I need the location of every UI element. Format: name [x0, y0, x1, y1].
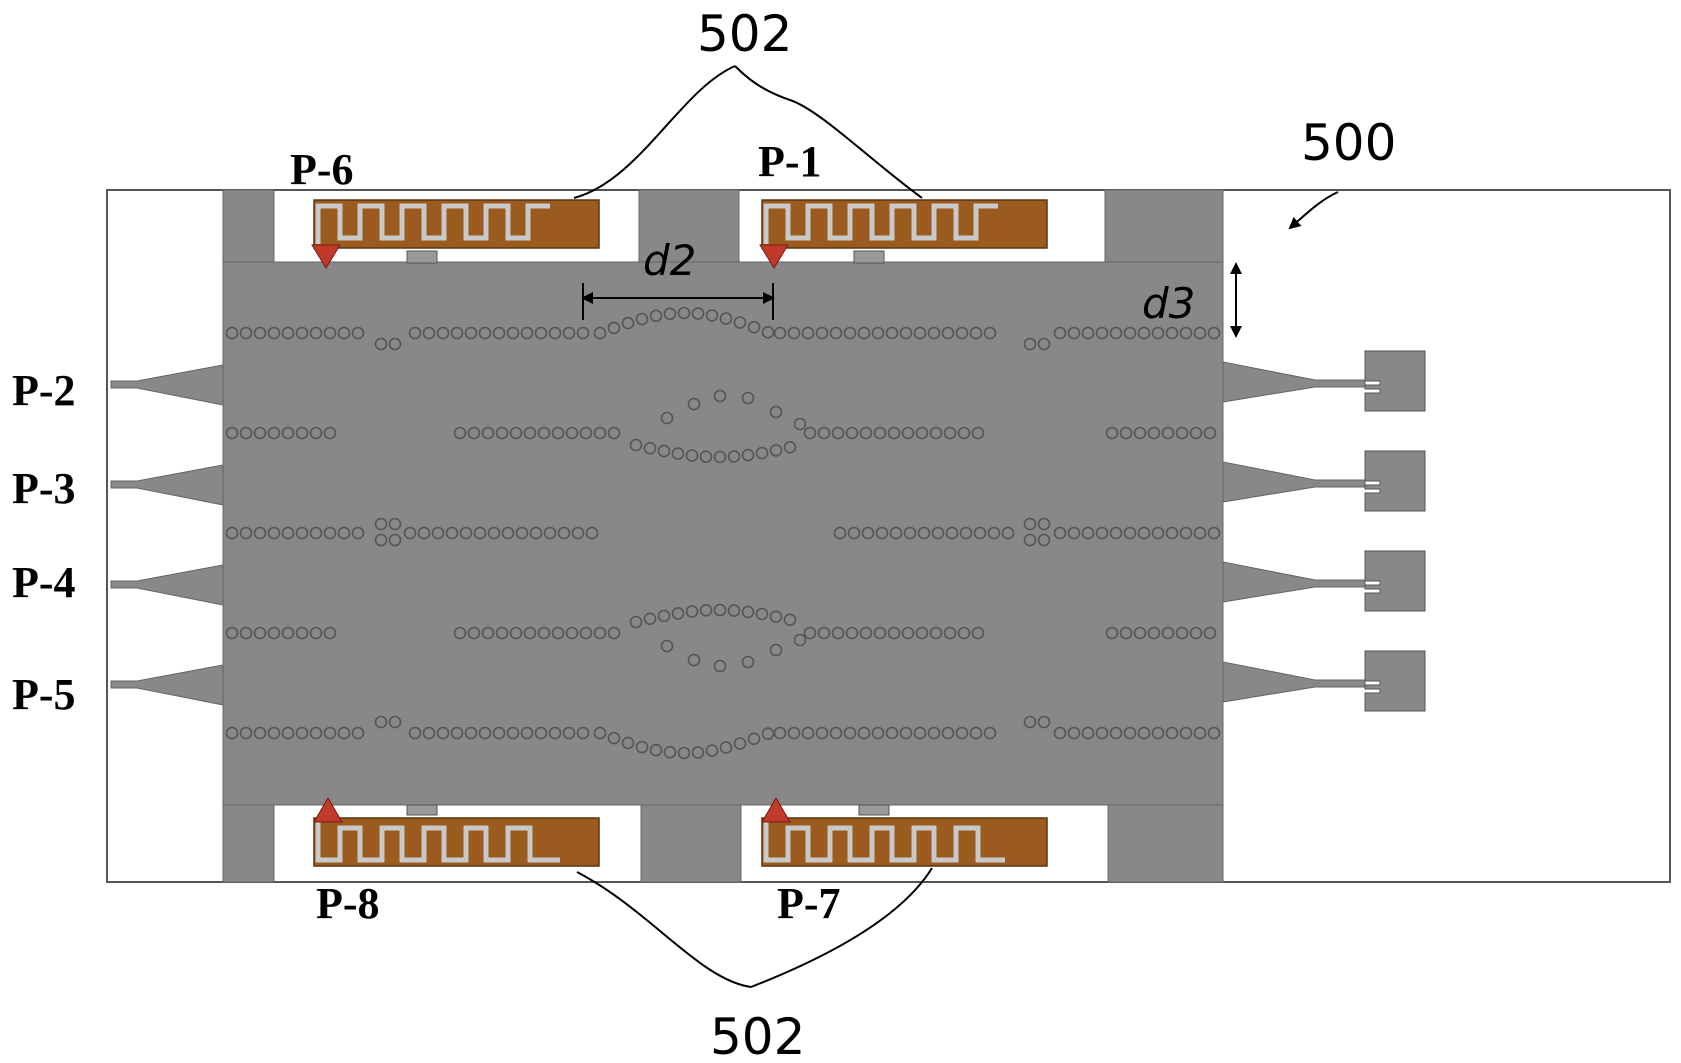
- dimension-label-d2: d2: [643, 236, 696, 285]
- port-label-p7: P-7: [777, 879, 841, 928]
- ref-502-bottom: 502: [710, 1008, 805, 1063]
- antenna-p6: [314, 200, 599, 248]
- ref-500: 500: [1301, 114, 1396, 172]
- port-label-p5: P-5: [12, 670, 76, 719]
- dimension-label-d3: d3: [1142, 279, 1195, 328]
- port-label-p6: P-6: [290, 145, 354, 194]
- antenna-p8: [314, 818, 599, 866]
- port-label-p2: P-2: [12, 366, 76, 415]
- port-label-p1: P-1: [758, 137, 822, 186]
- port-label-p8: P-8: [316, 879, 380, 928]
- antenna-p7: [762, 818, 1047, 866]
- ref-502-top: 502: [697, 5, 792, 63]
- substrate-body: [223, 262, 1223, 805]
- port-label-p3: P-3: [12, 464, 76, 513]
- antenna-p1: [762, 200, 1047, 248]
- port-label-p4: P-4: [12, 558, 76, 607]
